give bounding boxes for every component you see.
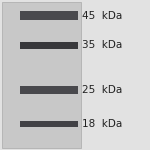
Text: 25  kDa: 25 kDa <box>82 85 123 95</box>
Text: 45  kDa: 45 kDa <box>82 11 123 21</box>
Text: 18  kDa: 18 kDa <box>82 119 123 129</box>
Bar <box>2 2 81 148</box>
Bar <box>20 11 78 20</box>
Bar <box>20 121 78 127</box>
Bar <box>20 86 78 94</box>
Bar <box>20 42 78 49</box>
Text: 35  kDa: 35 kDa <box>82 40 123 50</box>
